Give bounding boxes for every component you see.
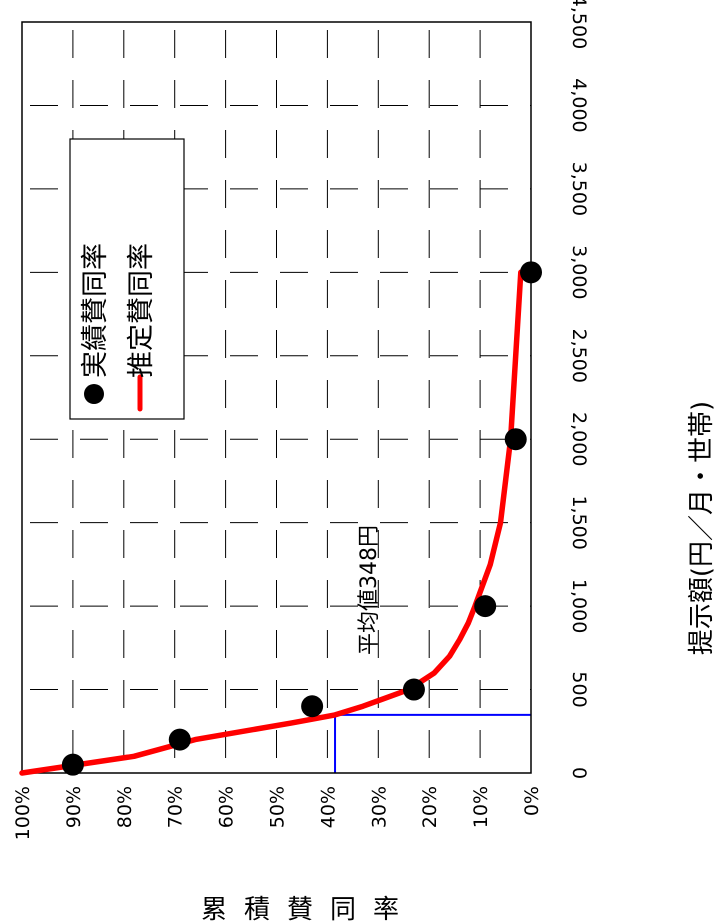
- y-tick-label-0: 100%: [12, 786, 34, 840]
- series-lines: [19, 269, 524, 776]
- y-axis-label-char-1: 積: [244, 895, 270, 924]
- y-tick-label-6: 40%: [317, 786, 339, 828]
- y-axis-label: 累積賛同率: [201, 895, 399, 924]
- legend-marker-actual: [84, 384, 104, 404]
- data-point-1: [168, 728, 191, 751]
- x-tick-label-7: 3,500: [568, 162, 590, 216]
- legend: 実績賛同率 推定賛同率: [69, 138, 185, 420]
- y-axis-label-char-0: 累: [201, 895, 227, 924]
- x-tick-label-9: 4,500: [568, 0, 590, 49]
- x-tick-label-4: 2,000: [568, 412, 590, 466]
- data-point-3: [402, 678, 425, 701]
- y-tick-label-8: 20%: [419, 786, 441, 828]
- series-points: [61, 261, 542, 776]
- grid: [22, 22, 531, 773]
- legend-box: [69, 138, 185, 420]
- x-tick-label-0: 0: [568, 767, 590, 779]
- x-tick-labels: 0 500 1,000 1,500 2,000 2,500 3,000 3,500 4,000 4…: [568, 0, 590, 779]
- data-point-2: [301, 695, 324, 718]
- y-axis-label-char-4: 率: [373, 895, 399, 924]
- x-tick-label-1: 500: [568, 671, 590, 707]
- x-tick-label-2: 1,000: [568, 579, 590, 633]
- y-axis-label-char-3: 同: [330, 895, 356, 924]
- x-tick-label-3: 1,500: [568, 495, 590, 549]
- data-point-4: [474, 595, 497, 618]
- x-tick-label-8: 4,000: [568, 78, 590, 132]
- y-tick-label-2: 80%: [114, 786, 136, 828]
- legend-label-estimated: 推定賛同率: [126, 243, 157, 378]
- x-tick-label-6: 3,000: [568, 245, 590, 299]
- data-point-5: [504, 428, 527, 451]
- annotation-mean: 平均値348円: [357, 525, 382, 655]
- y-tick-label-9: 10%: [470, 786, 492, 828]
- x-tick-label-5: 2,500: [568, 329, 590, 383]
- y-axis-label-char-2: 賛: [287, 895, 313, 924]
- y-tick-labels: 100% 90% 80% 70% 60% 50% 40% 30% 20% 10% 0%: [12, 786, 543, 840]
- legend-label-actual: 実績賛同率: [80, 243, 111, 378]
- y-tick-label-3: 70%: [165, 786, 187, 828]
- y-tick-label-7: 30%: [368, 786, 390, 828]
- data-point-6: [520, 261, 542, 284]
- plot-frame: [21, 21, 532, 774]
- x-axis-label: 提示額(円／月・世帯): [687, 401, 717, 655]
- y-tick-label-4: 60%: [216, 786, 238, 828]
- y-tick-label-1: 90%: [63, 786, 85, 828]
- y-tick-label-10: 0%: [521, 786, 543, 816]
- data-point-0: [61, 753, 84, 776]
- y-tick-label-5: 50%: [267, 786, 289, 828]
- series-line-1: [19, 269, 524, 776]
